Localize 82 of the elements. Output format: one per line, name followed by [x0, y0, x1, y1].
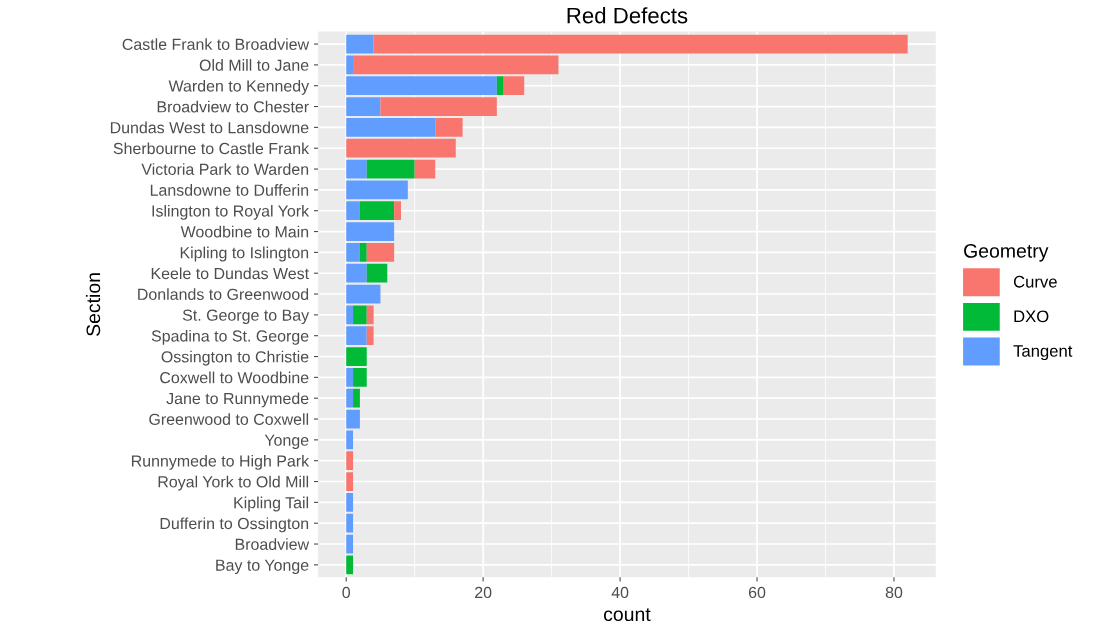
bar: [353, 305, 367, 325]
bar: [346, 34, 374, 54]
bar: [346, 368, 354, 387]
bar: [346, 513, 354, 533]
bar: [346, 180, 408, 200]
bar: [353, 368, 367, 387]
y-tick-label: Greenwood to Coxwell: [149, 413, 309, 425]
y-tick-label: Runnymede to High Park: [131, 454, 310, 470]
bar: [346, 243, 360, 262]
bar: [346, 388, 354, 408]
x-tick-label: 80: [885, 586, 903, 599]
y-tick-label: Broadview: [235, 538, 310, 550]
y-tick-label: Yonge: [264, 434, 309, 449]
chart-title: Red Defects: [567, 7, 688, 24]
legend-label: Curve: [1013, 275, 1057, 288]
bar: [346, 555, 354, 575]
bar: [353, 55, 559, 75]
y-tick-label: Donlands to Greenwood: [138, 288, 309, 300]
y-tick-label: Keele to Dundas West: [151, 267, 309, 280]
y-tick-label: Sherbourne to Castle Frank: [113, 142, 310, 155]
bar: [346, 451, 354, 471]
bar: [366, 159, 415, 179]
bar: [346, 55, 354, 75]
bar: [346, 430, 354, 450]
y-tick-label: Royal York to Old Mill: [158, 475, 309, 491]
bar: [346, 347, 367, 366]
legend-label: Tangent: [1013, 345, 1073, 361]
bar: [346, 76, 497, 96]
y-tick-label: Coxwell to Woodbine: [160, 371, 309, 384]
x-tick-label: 0: [342, 586, 351, 599]
bar: [366, 243, 395, 262]
y-tick-label: Dufferin to Ossington: [160, 517, 309, 533]
y-tick-label: Old Mill to Jane: [199, 59, 309, 71]
x-tick-label: 60: [748, 586, 766, 599]
bar: [346, 409, 360, 429]
bar: [346, 222, 395, 241]
bar: [346, 201, 360, 221]
bar: [346, 118, 436, 137]
y-tick-label: Lansdowne to Dufferin: [150, 184, 309, 196]
bar: [359, 243, 367, 262]
y-tick-label: Kipling to Islington: [180, 246, 309, 262]
bar: [414, 159, 436, 179]
y-tick-label: Victoria Park to Warden: [141, 163, 309, 175]
legend-label: DXO: [1014, 310, 1049, 323]
bar: [346, 492, 354, 512]
y-tick-label: Islington to Royal York: [152, 204, 310, 220]
bar: [346, 326, 367, 346]
y-tick-label: Bay to Yonge: [216, 559, 309, 574]
bar: [346, 284, 381, 304]
x-axis-title: count: [603, 608, 651, 622]
x-tick-label: 20: [475, 586, 492, 599]
bar: [380, 97, 497, 116]
bar: [503, 76, 525, 96]
bar: [359, 201, 395, 221]
x-tick-label: 40: [611, 586, 629, 599]
bar: [373, 34, 908, 54]
bar: [346, 472, 354, 491]
y-tick-label: Warden to Kennedy: [168, 79, 310, 95]
bar: [346, 305, 354, 325]
bar: [366, 326, 374, 346]
bar: [496, 76, 504, 96]
y-axis-title: Section: [85, 273, 101, 336]
y-tick-label: Dundas West to Lansdowne: [110, 121, 309, 134]
bar: [353, 388, 360, 408]
bar: [346, 159, 367, 179]
y-tick-label: St. George to Bay: [182, 309, 310, 324]
bar: [346, 534, 354, 554]
y-tick-label: Broadview to Chester: [157, 100, 309, 113]
bar: [346, 97, 381, 116]
y-tick-label: Kipling Tail: [234, 496, 309, 512]
y-tick-label: Woodbine to Main: [180, 225, 309, 238]
bar: [346, 138, 456, 158]
legend-title: Geometry: [964, 244, 1049, 262]
bar: [366, 305, 374, 325]
bar: [346, 263, 367, 283]
bar: [435, 118, 463, 137]
y-tick-label: Castle Frank to Broadview: [122, 38, 310, 50]
y-tick-label: Spadina to St. George: [151, 329, 309, 345]
y-tick-label: Ossington to Christie: [161, 350, 309, 366]
y-tick-label: Jane to Runnymede: [166, 392, 309, 408]
bar: [394, 201, 401, 221]
bar: [366, 263, 388, 283]
